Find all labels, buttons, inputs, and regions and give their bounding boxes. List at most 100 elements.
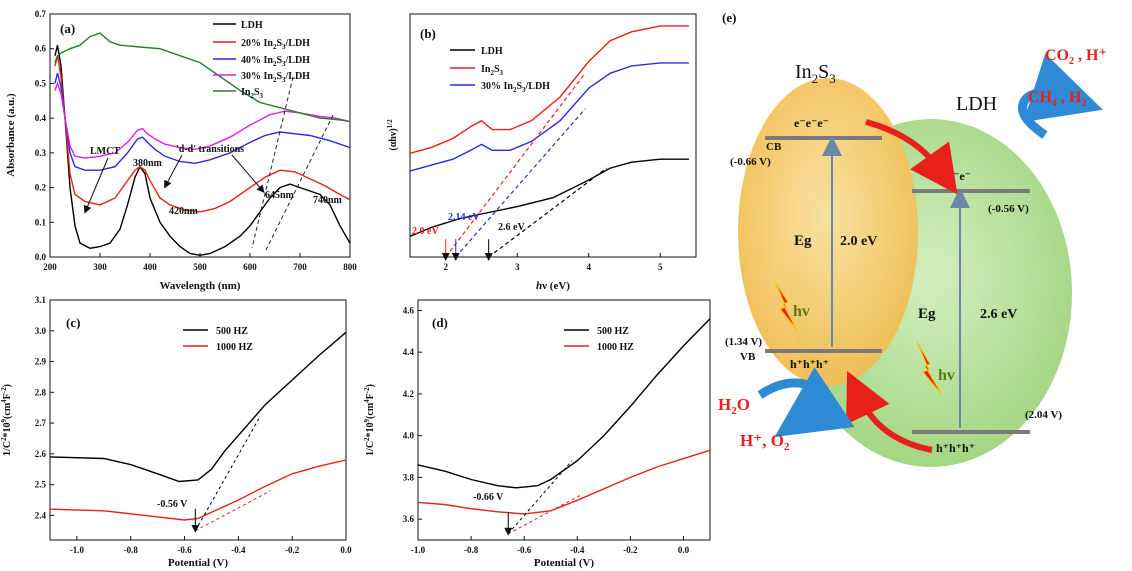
panel-e-scheme: (e) In2S3 LDH e⁻e⁻e⁻ h⁺h⁺h⁺ CB (-0.66 V)… bbox=[718, 10, 1107, 467]
eg-20-label: 2.0 eV bbox=[412, 226, 439, 237]
x-tick-label: -0.8 bbox=[464, 545, 479, 555]
x-tick-label: -0.8 bbox=[124, 545, 139, 555]
y-tick-label: 3.8 bbox=[403, 472, 415, 482]
legend-b-ldh: LDH bbox=[481, 46, 503, 57]
y-tick-label: 0.4 bbox=[35, 113, 47, 123]
x-tick-label: 0.0 bbox=[340, 545, 352, 555]
x-tick-label: -0.4 bbox=[231, 545, 246, 555]
panel-d-label: (d) bbox=[432, 315, 448, 330]
series-line-3 bbox=[54, 81, 351, 159]
legend-30: 30% In2S3/LDH bbox=[241, 71, 310, 84]
legend-b-in2s3: In2S3 bbox=[481, 64, 504, 77]
co2-label: CO2 , H⁺ bbox=[1045, 47, 1107, 67]
cb-label: CB bbox=[766, 141, 782, 153]
y-tick-label: 4.6 bbox=[403, 305, 415, 315]
y-tick-label: 0.0 bbox=[35, 252, 47, 262]
x-tick-label: 600 bbox=[243, 262, 257, 272]
peak-380: 380nm bbox=[133, 158, 163, 169]
panel-e-label: (e) bbox=[722, 10, 736, 25]
ldh-cb-band bbox=[912, 189, 1030, 193]
ldh-vb-potential: (2.04 V) bbox=[1025, 409, 1062, 421]
o2-label: H⁺, O2 bbox=[740, 431, 790, 453]
y-tick-label: 0.1 bbox=[35, 217, 47, 227]
vfb-c-label: -0.56 V bbox=[157, 499, 188, 510]
legend-40: 40% In2S3/LDH bbox=[241, 55, 310, 68]
ms-tangent-500 bbox=[194, 416, 261, 532]
x-tick-label: 500 bbox=[193, 262, 207, 272]
lmct-arrow bbox=[83, 157, 109, 214]
ms-tangent-1000 bbox=[508, 493, 583, 535]
series-line-2 bbox=[54, 72, 351, 171]
legend-d-1000: 1000 HZ bbox=[597, 342, 634, 353]
peak-740: 740nm bbox=[313, 195, 343, 206]
y-tick-label: 2.7 bbox=[35, 418, 47, 428]
series-line-0 bbox=[54, 45, 351, 257]
ldh-eg-value: 2.6 eV bbox=[980, 307, 1017, 322]
hv-2: hv bbox=[938, 367, 955, 384]
panel-a: 200 300 400 500 600 700 800 0.0 0.1 0.2 0.3 0.4 0.5 0… bbox=[5, 9, 357, 292]
x-tick-label: 700 bbox=[293, 262, 307, 272]
panel-a-legend: LDH 20% In2S3/LDH 40% In2S3/LDH 30% In2S… bbox=[213, 20, 310, 100]
panel-d: -1.0 -0.8 -0.6 -0.4 -0.2 0.0 3.6 3.8 4.0 4.2 4.4 4.… bbox=[363, 299, 711, 569]
panel-b-xlabel: hν (eV) bbox=[536, 280, 570, 292]
y-tick-label: 0.3 bbox=[35, 148, 47, 158]
h2o-oxidation-arrow bbox=[757, 367, 855, 437]
x-tick-label: 2 bbox=[444, 262, 449, 272]
hole-transfer-arrow bbox=[846, 370, 933, 453]
y-tick-label: 4.0 bbox=[403, 431, 415, 441]
dd-arrow-1 bbox=[164, 154, 183, 189]
x-tick-label: -0.6 bbox=[177, 545, 192, 555]
in2s3-eg-label: Eg bbox=[794, 233, 812, 249]
tauc-tangent-2 bbox=[488, 167, 607, 258]
y-tick-label: 2.5 bbox=[35, 480, 47, 490]
x-tick-label: 200 bbox=[43, 262, 57, 272]
legend-20: 20% In2S3/LDH bbox=[241, 38, 310, 51]
y-tick-label: 3.0 bbox=[35, 326, 47, 336]
dd-arrow-2 bbox=[231, 154, 265, 194]
panel-b-label: (b) bbox=[420, 26, 436, 41]
panel-d-legend: 500 HZ 1000 HZ bbox=[564, 326, 634, 353]
eg-214-label: 2.14 eV bbox=[448, 212, 480, 223]
series-line-1 bbox=[417, 449, 711, 515]
ms-tangent-1000 bbox=[195, 490, 271, 532]
in2s3-eg-value: 2.0 eV bbox=[840, 234, 877, 249]
panel-a-dashed-2 bbox=[265, 114, 334, 251]
co2-reduction-arrow bbox=[1018, 53, 1103, 139]
ch4-label: CH4 , H2 bbox=[1028, 89, 1086, 109]
panel-d-ylabel: 1/C2*109(cm4F-2) bbox=[363, 384, 376, 456]
eg-26-label: 2.6 eV bbox=[498, 222, 525, 233]
tauc-tangent-0 bbox=[445, 72, 586, 258]
cb-potential: (-0.66 V) bbox=[730, 156, 771, 168]
ldh-electrons: e⁻e⁻e⁻ bbox=[936, 169, 971, 183]
ms-tangent-500 bbox=[507, 460, 573, 535]
y-tick-label: 2.4 bbox=[35, 510, 47, 520]
peak-645: 645nm bbox=[265, 190, 295, 201]
x-tick-label: 0.0 bbox=[678, 545, 690, 555]
y-tick-label: 2.9 bbox=[35, 357, 47, 367]
x-tick-label: -1.0 bbox=[70, 545, 85, 555]
in2s3-holes: h⁺h⁺h⁺ bbox=[790, 357, 829, 371]
tauc-tangent-1 bbox=[455, 108, 586, 258]
lightning-icon-2 bbox=[916, 341, 943, 396]
vb-potential: (1.34 V) bbox=[725, 336, 762, 348]
x-tick-label: -0.4 bbox=[570, 545, 585, 555]
y-tick-label: 0.6 bbox=[35, 44, 47, 54]
panel-b-legend: LDH In2S3 30% In2S3/LDH bbox=[450, 46, 550, 94]
in2s3-cb-band bbox=[765, 136, 882, 140]
in2s3-title: In2S3 bbox=[795, 61, 836, 86]
series-line-2 bbox=[409, 62, 689, 172]
lmct-label: LMCT bbox=[90, 146, 120, 157]
legend-b-30: 30% In2S3/LDH bbox=[481, 81, 550, 94]
panel-c-frame bbox=[49, 299, 347, 541]
panel-b-frame bbox=[409, 13, 697, 258]
y-tick-label: 0.7 bbox=[35, 9, 47, 19]
series-line-4 bbox=[54, 32, 351, 123]
peak-420: 420nm bbox=[169, 206, 199, 217]
ldh-title: LDH bbox=[956, 93, 997, 115]
hv-1: hv bbox=[793, 303, 810, 320]
series-line-1 bbox=[49, 459, 347, 521]
ldh-cb-potential: (-0.56 V) bbox=[988, 203, 1029, 215]
ldh-vb-band bbox=[912, 430, 1030, 434]
series-line-0 bbox=[409, 158, 689, 237]
